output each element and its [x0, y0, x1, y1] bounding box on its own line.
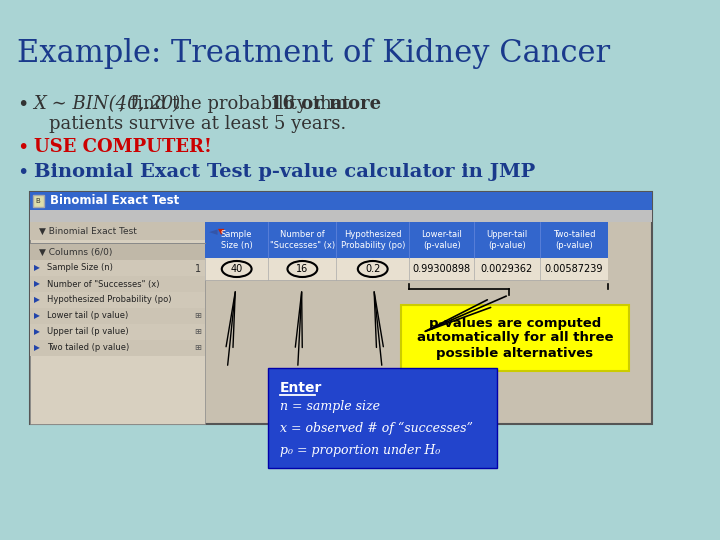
FancyBboxPatch shape	[30, 292, 205, 308]
Text: Hypothesized Probability (po): Hypothesized Probability (po)	[47, 295, 171, 305]
Text: Number of "Successes" (x): Number of "Successes" (x)	[47, 280, 159, 288]
Text: B: B	[36, 198, 40, 204]
FancyBboxPatch shape	[30, 192, 652, 424]
Text: patients survive at least 5 years.: patients survive at least 5 years.	[50, 115, 346, 133]
FancyBboxPatch shape	[30, 324, 205, 340]
Text: x = observed # of “successes”: x = observed # of “successes”	[279, 422, 472, 435]
Text: ▶: ▶	[35, 280, 40, 288]
FancyBboxPatch shape	[269, 368, 497, 468]
FancyBboxPatch shape	[30, 210, 652, 222]
Text: Sample Size (n): Sample Size (n)	[47, 264, 112, 273]
Text: ▶: ▶	[35, 343, 40, 353]
Text: 0.00587239: 0.00587239	[545, 264, 603, 274]
Text: n = sample size: n = sample size	[279, 400, 379, 413]
FancyBboxPatch shape	[30, 244, 205, 260]
Text: Enter: Enter	[279, 381, 322, 395]
FancyBboxPatch shape	[30, 308, 205, 324]
Text: ⊞: ⊞	[194, 327, 201, 336]
Text: •: •	[17, 138, 28, 157]
Text: Two-tailed
(p-value): Two-tailed (p-value)	[553, 230, 595, 249]
Text: 40: 40	[230, 264, 243, 274]
Text: 0.2: 0.2	[365, 264, 380, 274]
Text: 16: 16	[296, 264, 308, 274]
Text: p-values are computed
automatically for all three
possible alternatives: p-values are computed automatically for …	[417, 316, 613, 360]
Text: Two tailed (p value): Two tailed (p value)	[47, 343, 129, 353]
FancyBboxPatch shape	[30, 260, 205, 276]
FancyBboxPatch shape	[205, 258, 608, 280]
Text: 16 or more: 16 or more	[270, 95, 382, 113]
Text: , find the probability that: , find the probability that	[120, 95, 356, 113]
Text: ▶: ▶	[35, 327, 40, 336]
Text: ◄: ◄	[209, 227, 217, 237]
FancyBboxPatch shape	[30, 276, 205, 292]
Text: Sample
Size (n): Sample Size (n)	[221, 230, 253, 249]
Text: 0.0029362: 0.0029362	[481, 264, 533, 274]
Text: X ∼ BIN(40,.20): X ∼ BIN(40,.20)	[34, 95, 181, 113]
Text: Hypothesized
Probability (po): Hypothesized Probability (po)	[341, 230, 405, 249]
Text: Binomial Exact Test: Binomial Exact Test	[50, 194, 179, 207]
Text: Example: Treatment of Kidney Cancer: Example: Treatment of Kidney Cancer	[17, 38, 610, 69]
Text: Upper tail (p value): Upper tail (p value)	[47, 327, 128, 336]
Text: •: •	[17, 163, 28, 182]
Text: ▼ Binomial Exact Test: ▼ Binomial Exact Test	[39, 226, 137, 235]
Text: ▶: ▶	[35, 312, 40, 321]
FancyBboxPatch shape	[401, 305, 629, 371]
FancyBboxPatch shape	[30, 222, 205, 424]
Text: ▶: ▶	[35, 264, 40, 273]
Text: •: •	[17, 95, 28, 114]
Text: USE COMPUTER!: USE COMPUTER!	[34, 138, 212, 156]
Text: Binomial Exact Test p-value calculator in JMP: Binomial Exact Test p-value calculator i…	[34, 163, 535, 181]
FancyBboxPatch shape	[30, 192, 652, 210]
Text: ⊞: ⊞	[194, 343, 201, 353]
Text: Lower-tail
(p-value): Lower-tail (p-value)	[421, 230, 462, 249]
Text: Upper-tail
(p-value): Upper-tail (p-value)	[486, 230, 528, 249]
Text: Number of
"Successes" (x): Number of "Successes" (x)	[270, 230, 335, 249]
Text: 1: 1	[194, 264, 201, 274]
FancyBboxPatch shape	[205, 222, 608, 258]
Text: ⊞: ⊞	[194, 312, 201, 321]
Text: ▶: ▶	[35, 295, 40, 305]
Text: Lower tail (p value): Lower tail (p value)	[47, 312, 128, 321]
FancyBboxPatch shape	[30, 222, 205, 240]
Text: 0.99300898: 0.99300898	[413, 264, 471, 274]
Text: ▼ Columns (6/0): ▼ Columns (6/0)	[39, 247, 112, 256]
Text: ▼: ▼	[218, 227, 225, 236]
Text: p₀ = proportion under H₀: p₀ = proportion under H₀	[279, 444, 440, 457]
FancyBboxPatch shape	[32, 195, 44, 207]
FancyBboxPatch shape	[30, 340, 205, 356]
